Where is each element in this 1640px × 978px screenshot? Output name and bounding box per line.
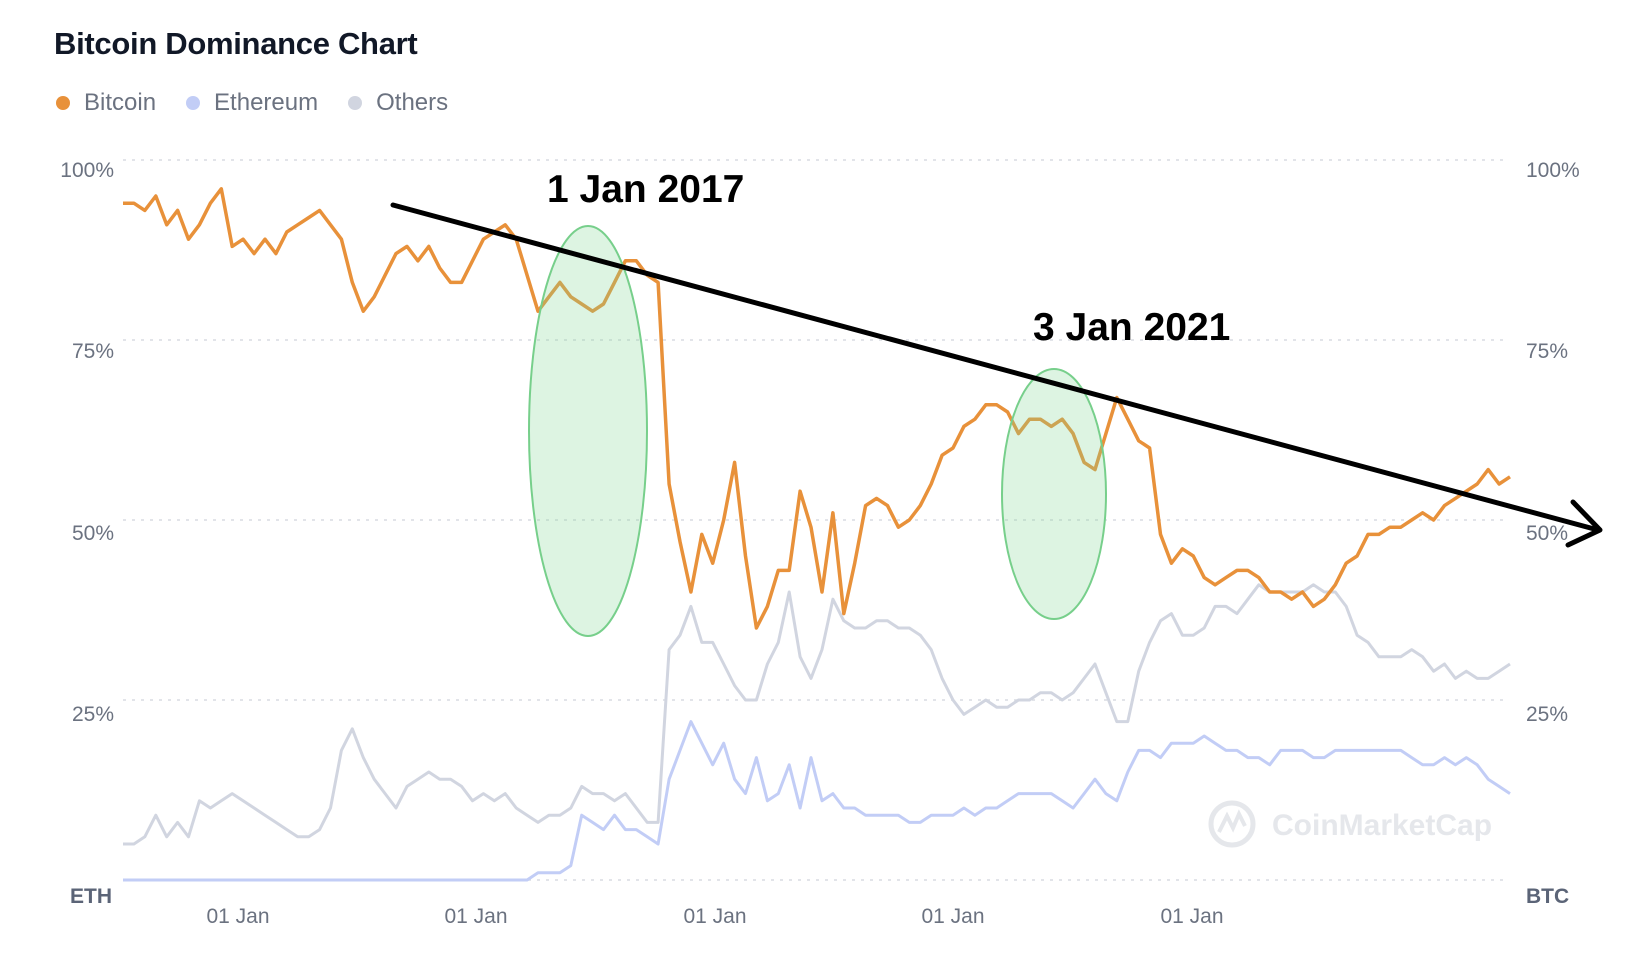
highlight-ellipse-2017 bbox=[528, 225, 648, 637]
legend-dot-bitcoin bbox=[56, 96, 70, 110]
legend-dot-ethereum bbox=[186, 96, 201, 110]
legend-item-bitcoin[interactable]: Bitcoin bbox=[56, 89, 156, 117]
highlight-ellipse-2021 bbox=[1001, 368, 1107, 620]
gridlines bbox=[123, 159, 1506, 881]
trend-arrow-line bbox=[390, 202, 1601, 533]
y-tick-right-75: 75% bbox=[1526, 340, 1568, 363]
y-tick-right-25: 25% bbox=[1526, 703, 1568, 726]
watermark-text: CoinMarketCap bbox=[1272, 809, 1492, 842]
x-tick-5: 01 Jan bbox=[1160, 905, 1223, 928]
x-tick-3: 01 Jan bbox=[683, 905, 746, 928]
legend-label-ethereum: Ethereum bbox=[214, 89, 319, 116]
legend-item-ethereum[interactable]: Ethereum bbox=[186, 89, 318, 117]
annotation-label-2017: 1 Jan 2017 bbox=[547, 168, 744, 211]
chart-title: Bitcoin Dominance Chart bbox=[54, 26, 418, 61]
series-line-ethereum bbox=[123, 720, 1511, 882]
y-tick-left-50: 50% bbox=[72, 522, 114, 545]
axis-label-eth: ETH bbox=[70, 885, 112, 908]
axis-label-btc: BTC bbox=[1526, 885, 1569, 908]
legend-label-bitcoin: Bitcoin bbox=[84, 89, 157, 116]
x-tick-4: 01 Jan bbox=[921, 905, 984, 928]
legend-dot-others bbox=[348, 96, 363, 110]
y-tick-right-50: 50% bbox=[1526, 522, 1568, 545]
x-tick-1: 01 Jan bbox=[206, 905, 269, 928]
series-line-others bbox=[123, 583, 1511, 846]
y-tick-left-75: 75% bbox=[72, 340, 114, 363]
series-line-bitcoin bbox=[123, 187, 1511, 630]
trend-arrow-head-icon bbox=[1565, 499, 1603, 548]
y-tick-right-100: 100% bbox=[1526, 159, 1580, 182]
y-tick-left-25: 25% bbox=[72, 703, 114, 726]
legend-item-others[interactable]: Others bbox=[348, 89, 448, 117]
legend-label-others: Others bbox=[376, 89, 449, 116]
legend: Bitcoin Ethereum Others bbox=[56, 89, 448, 117]
x-tick-2: 01 Jan bbox=[444, 905, 507, 928]
annotation-label-2021: 3 Jan 2021 bbox=[1033, 306, 1230, 349]
y-tick-left-100: 100% bbox=[60, 159, 114, 182]
coinmarketcap-logo-icon bbox=[1208, 800, 1256, 848]
